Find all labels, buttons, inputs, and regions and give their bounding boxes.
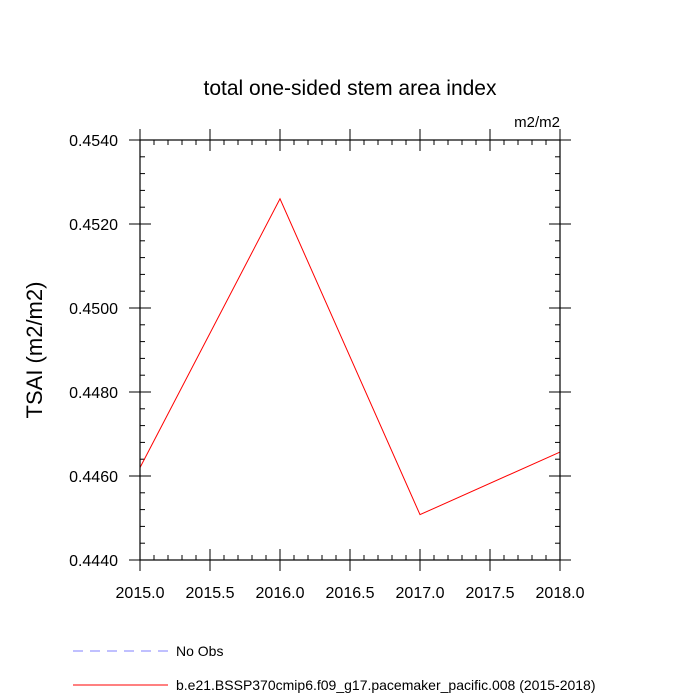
x-tick-label: 2017.5	[466, 585, 515, 602]
x-tick-label: 2018.0	[536, 585, 585, 602]
y-tick-label: 0.4520	[69, 217, 118, 234]
chart-title: total one-sided stem area index	[203, 77, 497, 100]
x-tick-label: 2015.5	[186, 585, 235, 602]
x-tick-label: 2016.5	[326, 585, 375, 602]
x-tick-labels: 2015.0 2015.5 2016.0 2016.5 2017.0 2017.5 2018…	[116, 585, 585, 602]
y-tick-label: 0.4440	[69, 553, 118, 570]
y-tick-label: 0.4540	[69, 133, 118, 150]
y-tick-label: 0.4460	[69, 469, 118, 486]
legend-label-2: b.e21.BSSP370cmip6.f09_g17.pacemaker_pac…	[176, 677, 596, 693]
x-tick-label: 2015.0	[116, 585, 165, 602]
units-label: m2/m2	[514, 114, 560, 131]
series-line-2	[139, 197, 561, 516]
y-tick-label: 0.4500	[69, 301, 118, 318]
x-tick-label: 2016.0	[256, 585, 305, 602]
legend-label-1: No Obs	[176, 643, 223, 659]
y-tick-label: 0.4480	[69, 385, 118, 402]
x-tick-label: 2017.0	[396, 585, 445, 602]
y-tick-labels: 0.4440 0.4460 0.4480 0.4500 0.4520 0.4540	[69, 133, 118, 570]
y-axis-label: TSAI (m2/m2)	[22, 282, 47, 419]
plot-frame	[139, 139, 561, 561]
axis-ticks	[129, 129, 571, 571]
legend: No Obs b.e21.BSSP370cmip6.f09_g17.pacemak…	[73, 643, 596, 693]
series-layer	[139, 197, 561, 516]
